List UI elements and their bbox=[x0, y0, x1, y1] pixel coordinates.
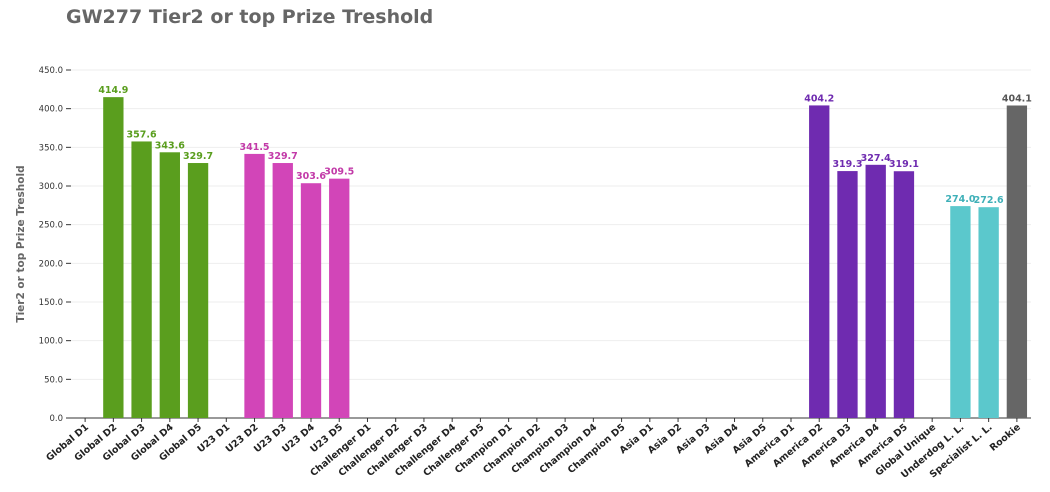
y-tick-label: 350.0 bbox=[39, 143, 63, 153]
data-label: 404.1 bbox=[1002, 93, 1032, 104]
bar bbox=[809, 105, 830, 418]
data-label: 329.7 bbox=[268, 151, 298, 162]
y-tick-label: 50.0 bbox=[44, 375, 63, 385]
data-label: 303.6 bbox=[296, 171, 326, 182]
y-tick-label: 450.0 bbox=[39, 66, 63, 76]
data-label: 319.3 bbox=[832, 159, 862, 170]
bar bbox=[272, 163, 293, 418]
data-label: 414.9 bbox=[98, 85, 128, 96]
data-label: 341.5 bbox=[239, 142, 269, 153]
bar bbox=[187, 163, 209, 418]
x-tick-label: Rookie bbox=[988, 422, 1023, 454]
data-label: 357.6 bbox=[127, 129, 157, 140]
bar bbox=[1006, 105, 1028, 418]
bar bbox=[103, 97, 124, 419]
bar bbox=[837, 171, 858, 418]
bar bbox=[865, 164, 886, 418]
y-tick-label: 0.0 bbox=[49, 414, 63, 424]
data-label: 327.4 bbox=[861, 153, 891, 164]
y-axis-title: Tier2 or top Prize Treshold bbox=[15, 165, 27, 322]
y-tick-label: 250.0 bbox=[39, 221, 63, 231]
bar bbox=[131, 141, 152, 418]
data-label: 272.6 bbox=[974, 195, 1004, 206]
data-label: 343.6 bbox=[155, 140, 185, 151]
bar bbox=[300, 183, 322, 418]
bar bbox=[329, 178, 350, 418]
y-tick-label: 300.0 bbox=[39, 182, 63, 192]
data-label: 309.5 bbox=[324, 167, 354, 178]
data-label: 329.7 bbox=[183, 151, 213, 162]
data-label: 404.2 bbox=[804, 93, 834, 104]
bar bbox=[978, 207, 999, 418]
bar bbox=[950, 206, 971, 418]
bar bbox=[244, 153, 265, 418]
y-tick-label: 150.0 bbox=[39, 298, 63, 308]
y-tick-label: 200.0 bbox=[39, 259, 63, 269]
chart-title: GW277 Tier2 or top Prize Treshold bbox=[66, 6, 434, 28]
data-label: 274.0 bbox=[945, 194, 975, 205]
bar bbox=[159, 152, 180, 419]
bar bbox=[893, 171, 915, 418]
data-label: 319.1 bbox=[889, 159, 919, 170]
y-tick-label: 400.0 bbox=[39, 105, 63, 115]
y-tick-label: 100.0 bbox=[39, 337, 63, 347]
